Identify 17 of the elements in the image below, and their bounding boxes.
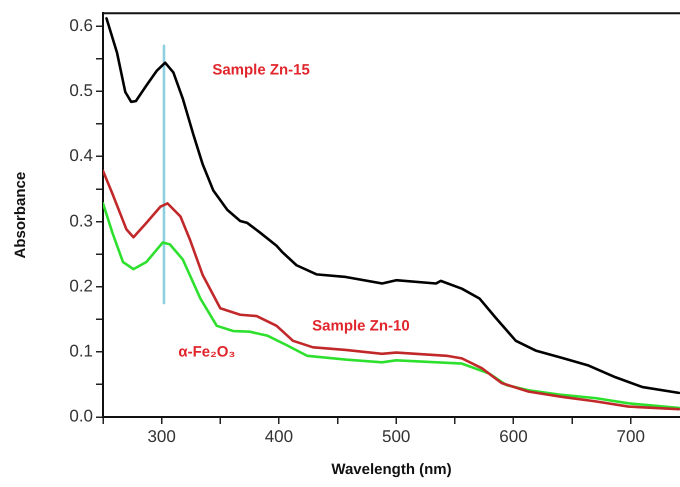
y-tick-label: 0.4 <box>69 146 93 166</box>
text: Sample Zn-15 <box>212 62 310 79</box>
y-tick-label: 0.2 <box>69 276 93 296</box>
y-tick-label: 0.1 <box>69 342 93 361</box>
y-tick-label: 0.0 <box>69 406 93 426</box>
x-tick-label: 400 <box>264 426 294 446</box>
x-tick-label: 500 <box>382 426 410 446</box>
y-axis-title: Absorbance <box>12 172 30 258</box>
x-tick-label: 700 <box>616 426 645 446</box>
x-tick-label: 300 <box>147 426 176 446</box>
x-tick-label: 600 <box>499 426 528 446</box>
y-tick-label: 0.6 <box>69 16 93 35</box>
y-tick-label: 0.3 <box>69 211 93 230</box>
x-axis-title: Wavelength (nm) <box>331 461 452 478</box>
y-tick-label: 0.5 <box>69 81 93 100</box>
series-label: α-Fe₂O₃ <box>178 344 236 361</box>
series-label: Sample Zn-10 <box>312 317 410 334</box>
